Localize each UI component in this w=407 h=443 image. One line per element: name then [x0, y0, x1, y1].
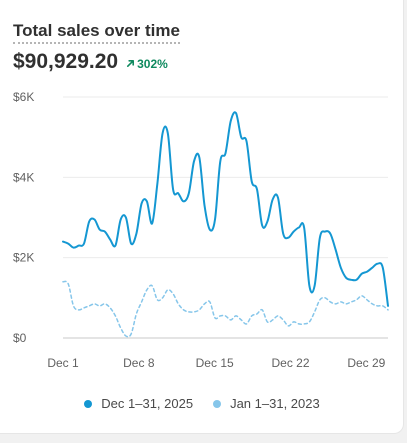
y-tick-label: $4K: [13, 170, 34, 184]
x-tick-label: Dec 8: [123, 356, 155, 370]
y-tick-label: $2K: [13, 251, 34, 265]
arrow-up-right-icon: [127, 59, 135, 68]
y-tick-label: $6K: [13, 90, 34, 104]
sales-card: Total sales over time $90,929.20 302% $0…: [0, 0, 404, 434]
change-badge: 302%: [126, 57, 168, 71]
total-sales-value: $90,929.20: [13, 50, 119, 73]
x-tick-label: Dec 1: [47, 356, 79, 370]
legend-item-previous[interactable]: Jan 1–31, 2023: [213, 396, 320, 411]
legend-dot-previous: [213, 399, 222, 408]
card-title[interactable]: Total sales over time: [13, 21, 180, 44]
legend-dot-current: [84, 399, 93, 408]
series-line-current: [62, 111, 389, 307]
legend-item-current[interactable]: Dec 1–31, 2025: [84, 396, 193, 411]
series-line-previous: [62, 280, 389, 338]
legend: Dec 1–31, 2025 Jan 1–31, 2023: [0, 396, 404, 411]
sales-line-chart: $0 $2K $4K $6K Dec 1 Dec 8 Dec 15 Dec 22 Dec 29: [13, 90, 389, 370]
x-tick-label: Dec 15: [196, 356, 234, 370]
legend-label-current: Dec 1–31, 2025: [101, 396, 194, 411]
total-row: $90,929.20 302%: [13, 50, 168, 74]
change-percent: 302%: [137, 56, 168, 71]
x-tick-label: Dec 29: [347, 356, 385, 370]
y-tick-label: $0: [13, 331, 27, 345]
legend-label-previous: Jan 1–31, 2023: [230, 396, 320, 411]
x-tick-label: Dec 22: [271, 356, 309, 370]
